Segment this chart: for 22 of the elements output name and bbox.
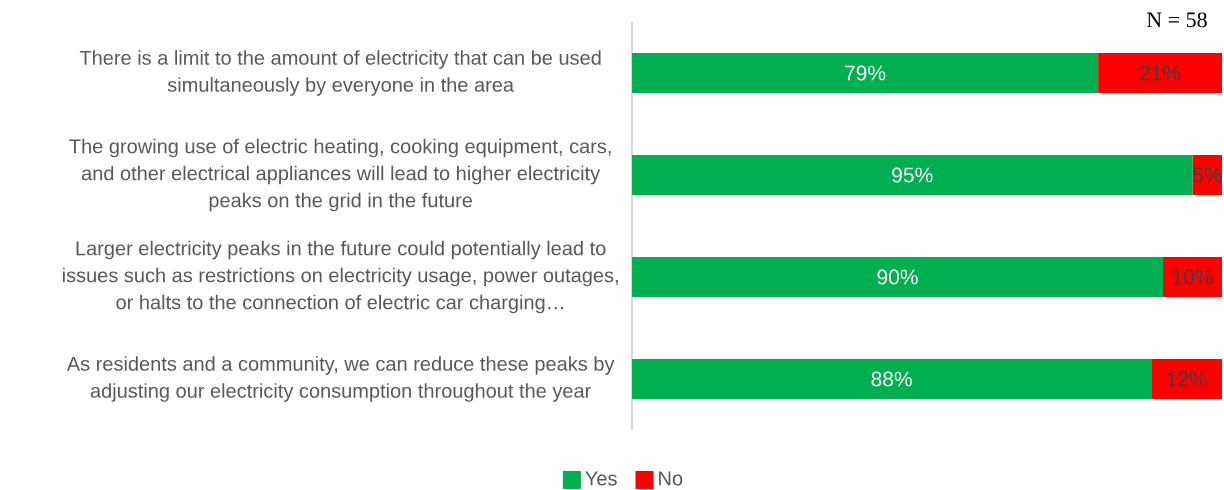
- y-tick-label: The growing use of electric heating, cooking equipment, cars, and other electrical appliances will lead to higher electricity peaks on the grid in the future: [69, 138, 611, 212]
- bar: [1151, 358, 1223, 399]
- bar: [632, 256, 1164, 297]
- bar: [632, 154, 1193, 195]
- data-label: 5%: [1192, 167, 1222, 183]
- legend-label: No: [659, 471, 683, 486]
- annotation: N = 58: [1146, 12, 1207, 28]
- y-tick-label: As residents and a community, we can reduce these peaks by adjusting our electricity consumption throughout the year: [66, 356, 615, 402]
- data-label: 88%: [871, 371, 912, 387]
- data-label: 10%: [1173, 269, 1213, 285]
- data-label: 90%: [877, 269, 918, 285]
- data-label: 21%: [1140, 65, 1181, 81]
- y-tick-label: Larger electricity peaks in the future could potentially lead to issues such as restrictions on electricity usage, power outages, or halts to the connection of electric car charging…: [63, 240, 618, 314]
- bar: [632, 52, 1099, 93]
- data-label: 95%: [892, 167, 933, 183]
- data-label: 12%: [1167, 371, 1207, 387]
- legend-label: Yes: [585, 471, 617, 486]
- bar: [632, 358, 1152, 399]
- bar: [1098, 52, 1223, 93]
- data-label: 79%: [845, 65, 886, 81]
- y-tick-label: There is a limit to the amount of electricity that can be used simultaneously by everyone in the area: [79, 50, 601, 96]
- bar: [1163, 256, 1223, 297]
